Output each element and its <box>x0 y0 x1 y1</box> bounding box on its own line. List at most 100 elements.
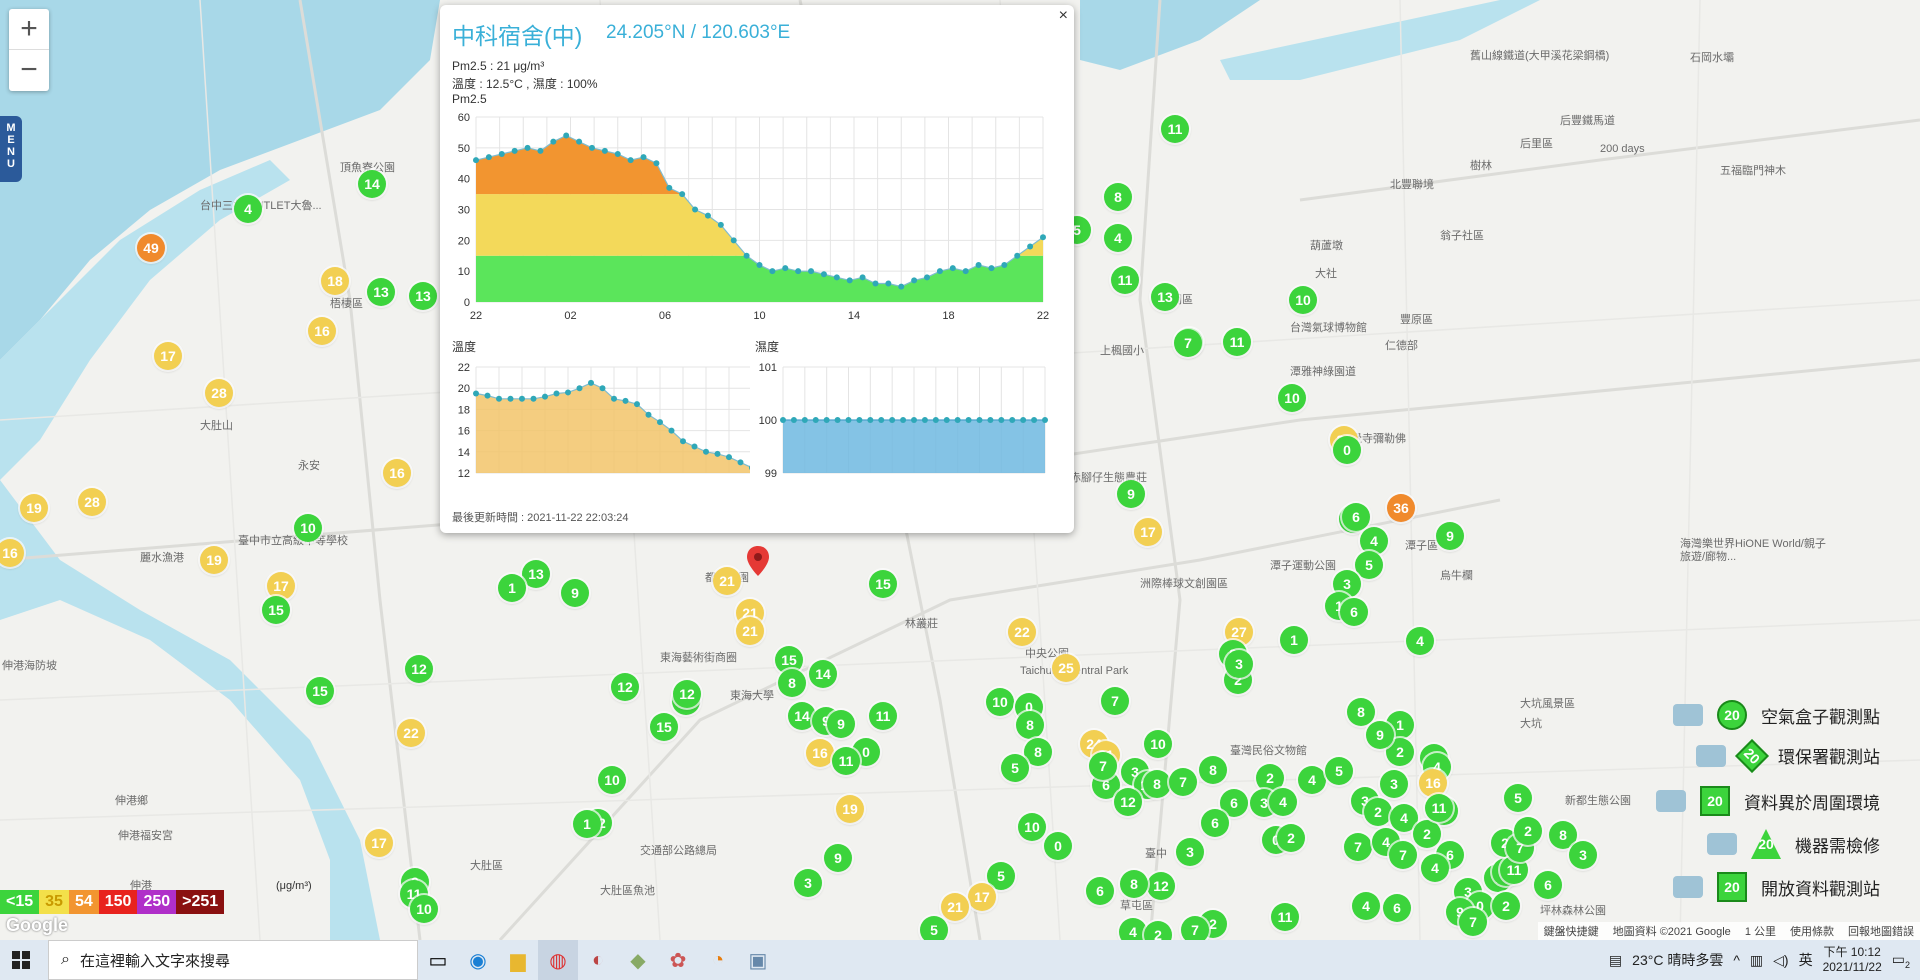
sensor-marker[interactable]: 4 <box>1104 224 1132 252</box>
sensor-marker[interactable]: 8 <box>1199 756 1227 784</box>
sensor-marker[interactable]: 11 <box>1111 266 1139 294</box>
sensor-marker[interactable]: 7 <box>1089 752 1117 780</box>
sensor-marker[interactable]: 2 <box>1413 820 1441 848</box>
sensor-marker[interactable]: 10 <box>1144 730 1172 758</box>
sensor-marker[interactable]: 8 <box>1347 698 1375 726</box>
sensor-marker[interactable]: 7 <box>1344 833 1372 861</box>
sensor-marker[interactable]: 10 <box>294 514 322 542</box>
sensor-marker[interactable]: 6 <box>1201 809 1229 837</box>
sensor-marker[interactable]: 3 <box>1176 838 1204 866</box>
sensor-marker[interactable]: 9 <box>1436 522 1464 550</box>
sensor-marker[interactable]: 4 <box>1352 892 1380 920</box>
sensor-marker[interactable]: 0 <box>1333 436 1361 464</box>
sensor-marker[interactable]: 2 <box>1277 824 1305 852</box>
blender-icon[interactable]: ◔ <box>711 948 725 971</box>
sensor-marker[interactable]: 7 <box>1174 329 1202 357</box>
sensor-marker[interactable]: 9 <box>1117 480 1145 508</box>
sensor-marker[interactable]: 4 <box>1406 627 1434 655</box>
app-icon-cube[interactable]: ▣ <box>748 949 768 972</box>
sensor-marker[interactable]: 5 <box>920 916 948 940</box>
sensor-marker[interactable]: 3 <box>1569 841 1597 869</box>
sensor-marker[interactable]: 28 <box>78 488 106 516</box>
sensor-marker[interactable]: 7 <box>1181 916 1209 940</box>
location-pin[interactable] <box>747 546 769 576</box>
search-input[interactable]: 在這裡輸入文字來搜尋 <box>79 952 230 970</box>
sensor-marker[interactable]: 10 <box>598 766 626 794</box>
sensor-marker[interactable]: 12 <box>405 655 433 683</box>
sensor-marker[interactable]: 8 <box>1024 738 1052 766</box>
sensor-marker[interactable]: 15 <box>306 677 334 705</box>
sensor-marker[interactable]: 10 <box>1289 286 1317 314</box>
sensor-marker[interactable]: 7 <box>1169 768 1197 796</box>
sensor-marker[interactable]: 9 <box>1366 721 1394 749</box>
sensor-marker[interactable]: 4 <box>1298 766 1326 794</box>
sensor-marker[interactable]: 2 <box>1514 817 1542 845</box>
sensor-marker[interactable]: 14 <box>358 170 386 198</box>
sensor-marker[interactable]: 17 <box>267 572 295 600</box>
sensor-marker[interactable]: 8 <box>1143 770 1171 798</box>
sensor-marker[interactable]: 6 <box>1534 871 1562 899</box>
sensor-marker[interactable]: 10 <box>410 895 438 923</box>
sensor-marker[interactable]: 3 <box>1380 770 1408 798</box>
sensor-marker[interactable]: 5 <box>1504 784 1532 812</box>
sensor-marker[interactable]: 19 <box>836 795 864 823</box>
sensor-marker[interactable]: 5 <box>987 862 1015 890</box>
sensor-marker[interactable]: 6 <box>1086 877 1114 905</box>
sensor-marker[interactable]: 8 <box>1016 711 1044 739</box>
zoom-in-button[interactable]: + <box>9 9 49 50</box>
sensor-marker[interactable]: 4 <box>1119 918 1147 940</box>
terms-link[interactable]: 使用條款 <box>1790 926 1834 938</box>
map-canvas[interactable]: 台中三井 OUTLET大魯... 頂魚寮公園 梧棲區 永安 臺中市立高級中等學校 麗水漁港… <box>0 0 1920 940</box>
sensor-marker[interactable]: 11 <box>1271 903 1299 931</box>
sensor-marker[interactable]: 13 <box>409 282 437 310</box>
sensor-marker[interactable]: 12 <box>611 673 639 701</box>
sensor-marker[interactable]: 5 <box>1355 551 1383 579</box>
sensor-marker[interactable]: 17 <box>365 829 393 857</box>
sensor-marker[interactable]: 2 <box>1492 892 1520 920</box>
sensor-marker[interactable]: 21 <box>941 893 969 921</box>
sensor-marker[interactable]: 11 <box>1425 794 1453 822</box>
sensor-marker[interactable]: 8 <box>1104 183 1132 211</box>
sensor-marker[interactable]: 10 <box>1018 813 1046 841</box>
volume-icon[interactable]: ◁) <box>1773 951 1789 968</box>
sensor-marker[interactable]: 11 <box>1161 115 1189 143</box>
app-icon-gimp[interactable]: ◆ <box>630 949 646 972</box>
app-icon-compass[interactable]: ◐ <box>591 948 605 971</box>
network-icon[interactable]: ▥ <box>1749 951 1764 968</box>
sensor-marker[interactable]: 7 <box>1459 908 1487 936</box>
sensor-marker[interactable]: 2 <box>1256 764 1284 792</box>
sensor-marker[interactable]: 18 <box>321 267 349 295</box>
sensor-marker[interactable]: 1 <box>573 810 601 838</box>
sensor-marker[interactable]: 4 <box>1421 854 1449 882</box>
sensor-marker[interactable]: 1 <box>498 574 526 602</box>
sensor-marker[interactable]: 8 <box>1120 870 1148 898</box>
sensor-marker[interactable]: 16 <box>383 459 411 487</box>
tray-chevron-icon[interactable]: ^ <box>1733 952 1740 968</box>
sensor-marker[interactable]: 17 <box>968 883 996 911</box>
sensor-marker[interactable]: 14 <box>788 702 816 730</box>
sensor-marker[interactable]: 2 <box>1144 921 1172 940</box>
taskbar-search[interactable]: ⌕ 在這裡輸入文字來搜尋 <box>48 940 418 980</box>
sensor-marker[interactable]: 12 <box>1114 788 1142 816</box>
start-icon[interactable] <box>12 951 30 969</box>
sensor-marker[interactable]: 11 <box>869 702 897 730</box>
sensor-marker[interactable]: 4 <box>1269 788 1297 816</box>
sensor-marker[interactable]: 17 <box>154 342 182 370</box>
sensor-marker[interactable]: 17 <box>1134 518 1162 546</box>
sensor-marker[interactable]: 22 <box>397 719 425 747</box>
sensor-marker[interactable]: 11 <box>832 747 860 775</box>
sensor-marker[interactable]: 0 <box>1044 832 1072 860</box>
zoom-out-button[interactable]: − <box>20 53 38 86</box>
sensor-marker[interactable]: 21 <box>736 617 764 645</box>
sensor-marker[interactable]: 13 <box>367 278 395 306</box>
file-explorer-icon[interactable]: ▆ <box>510 949 526 972</box>
sensor-marker[interactable]: 16 <box>1419 769 1447 797</box>
sensor-marker[interactable]: 5 <box>1001 754 1029 782</box>
sensor-marker[interactable]: 16 <box>0 539 24 567</box>
sensor-marker[interactable]: 3 <box>1225 650 1253 678</box>
sensor-marker[interactable]: 22 <box>1008 618 1036 646</box>
sensor-marker[interactable]: 12 <box>673 680 701 708</box>
sensor-marker[interactable]: 25 <box>1052 654 1080 682</box>
sensor-marker[interactable]: 4 <box>1360 527 1388 555</box>
sensor-marker[interactable]: 8 <box>778 669 806 697</box>
